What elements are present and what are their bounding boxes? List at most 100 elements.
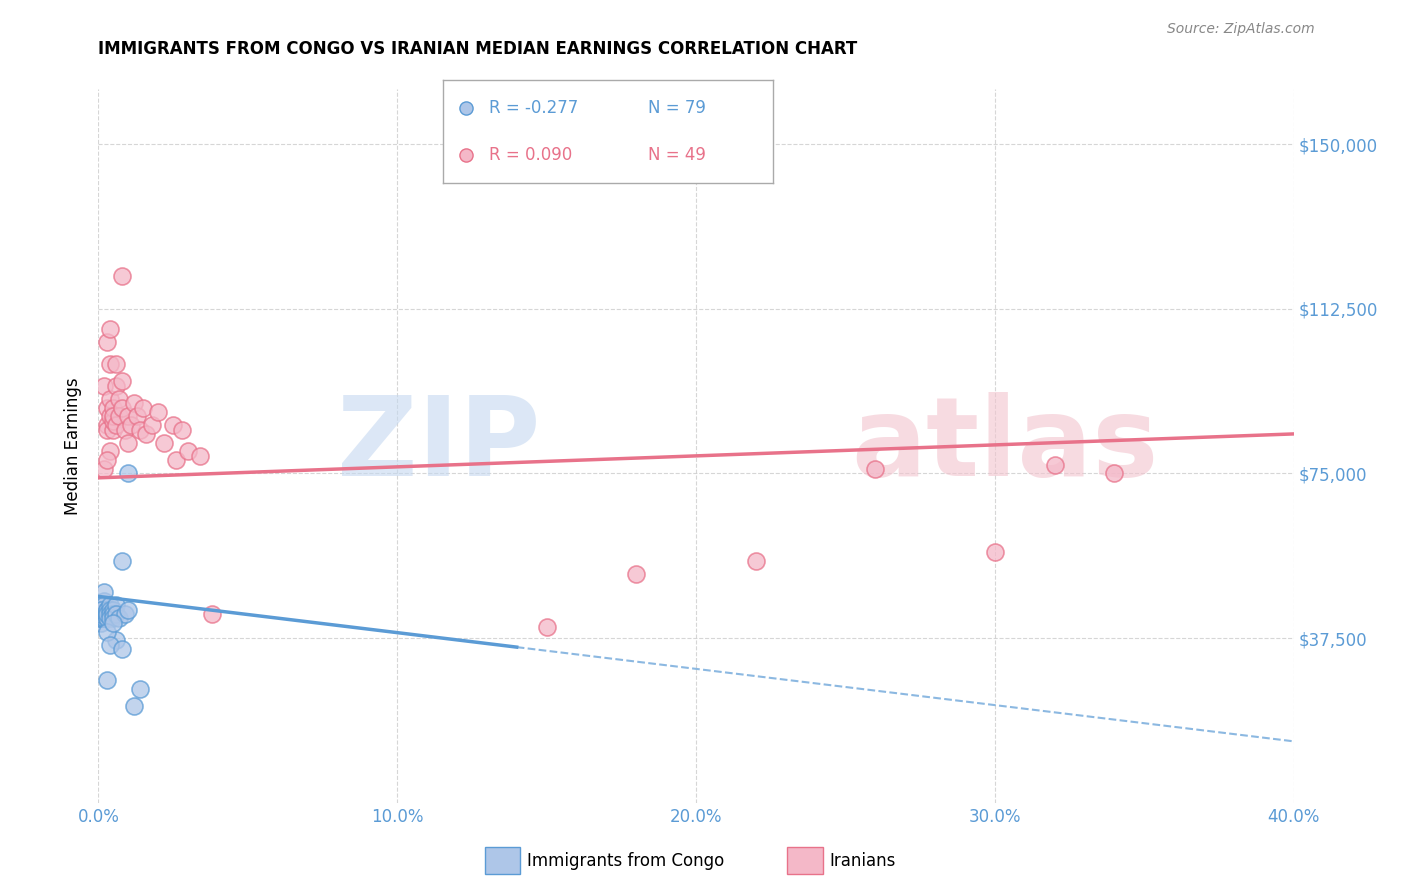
Point — [93, 602, 115, 616]
Text: Immigrants from Congo: Immigrants from Congo — [527, 852, 724, 870]
Point — [165, 453, 187, 467]
Point — [103, 409, 125, 424]
Point — [108, 611, 131, 625]
Point — [93, 462, 115, 476]
Point — [90, 602, 112, 616]
Point — [96, 334, 118, 349]
Text: R = 0.090: R = 0.090 — [489, 146, 572, 164]
Point — [90, 611, 112, 625]
Point — [153, 435, 176, 450]
Point — [93, 598, 115, 612]
Point — [148, 405, 170, 419]
Point — [105, 418, 128, 433]
Point — [120, 418, 142, 433]
Point — [103, 401, 125, 415]
Point — [745, 554, 768, 568]
Point — [105, 607, 128, 621]
Point — [93, 607, 115, 621]
Text: IMMIGRANTS FROM CONGO VS IRANIAN MEDIAN EARNINGS CORRELATION CHART: IMMIGRANTS FROM CONGO VS IRANIAN MEDIAN … — [98, 40, 858, 58]
Point — [93, 607, 115, 621]
Point — [93, 602, 115, 616]
Point — [90, 611, 112, 625]
Point — [108, 409, 131, 424]
Point — [93, 607, 115, 621]
Point — [536, 620, 558, 634]
Point — [103, 602, 125, 616]
Point — [98, 392, 122, 406]
Point — [93, 607, 115, 621]
Point — [93, 598, 115, 612]
Point — [454, 101, 477, 115]
Point — [90, 598, 112, 612]
Point — [96, 611, 118, 625]
Point — [108, 392, 131, 406]
Point — [117, 602, 139, 616]
Point — [984, 545, 1007, 559]
Point — [90, 611, 112, 625]
Point — [93, 598, 115, 612]
Point — [129, 423, 152, 437]
Point — [93, 602, 115, 616]
Point — [90, 607, 112, 621]
Point — [117, 409, 139, 424]
Y-axis label: Median Earnings: Median Earnings — [65, 377, 83, 515]
Text: N = 79: N = 79 — [648, 99, 706, 117]
Point — [162, 418, 184, 433]
Point — [105, 633, 128, 648]
Point — [90, 607, 112, 621]
Text: atlas: atlas — [852, 392, 1159, 500]
Point — [90, 598, 112, 612]
Point — [93, 611, 115, 625]
Point — [96, 423, 118, 437]
Point — [98, 409, 122, 424]
Point — [98, 444, 122, 458]
Point — [114, 423, 136, 437]
Point — [93, 611, 115, 625]
Point — [93, 598, 115, 612]
Point — [98, 321, 122, 335]
Point — [96, 401, 118, 415]
Point — [103, 414, 125, 428]
Point — [93, 602, 115, 616]
Point — [90, 611, 112, 625]
Point — [172, 423, 194, 437]
Point — [111, 554, 134, 568]
Point — [90, 602, 112, 616]
Point — [103, 615, 125, 630]
Point — [93, 611, 115, 625]
Point — [132, 401, 155, 415]
Point — [103, 611, 125, 625]
Point — [105, 357, 128, 371]
Point — [98, 638, 122, 652]
Point — [98, 598, 122, 612]
Point — [96, 673, 118, 687]
Text: ZIP: ZIP — [337, 392, 541, 500]
Point — [124, 396, 146, 410]
Point — [177, 444, 200, 458]
Point — [111, 374, 134, 388]
Point — [90, 615, 112, 630]
Point — [117, 435, 139, 450]
Point — [114, 607, 136, 621]
Text: N = 49: N = 49 — [648, 146, 706, 164]
Point — [93, 607, 115, 621]
Point — [201, 607, 224, 621]
Text: Iranians: Iranians — [830, 852, 896, 870]
Point — [93, 611, 115, 625]
Point — [96, 602, 118, 616]
Point — [111, 268, 134, 283]
Point — [96, 607, 118, 621]
Point — [111, 401, 134, 415]
Point — [90, 598, 112, 612]
Point — [127, 409, 149, 424]
Point — [454, 148, 477, 162]
Point — [124, 699, 146, 714]
Point — [96, 607, 118, 621]
Point — [1104, 467, 1126, 481]
Point — [90, 607, 112, 621]
Point — [93, 607, 115, 621]
Point — [93, 585, 115, 599]
Point — [865, 462, 887, 476]
Text: R = -0.277: R = -0.277 — [489, 99, 578, 117]
Point — [188, 449, 211, 463]
